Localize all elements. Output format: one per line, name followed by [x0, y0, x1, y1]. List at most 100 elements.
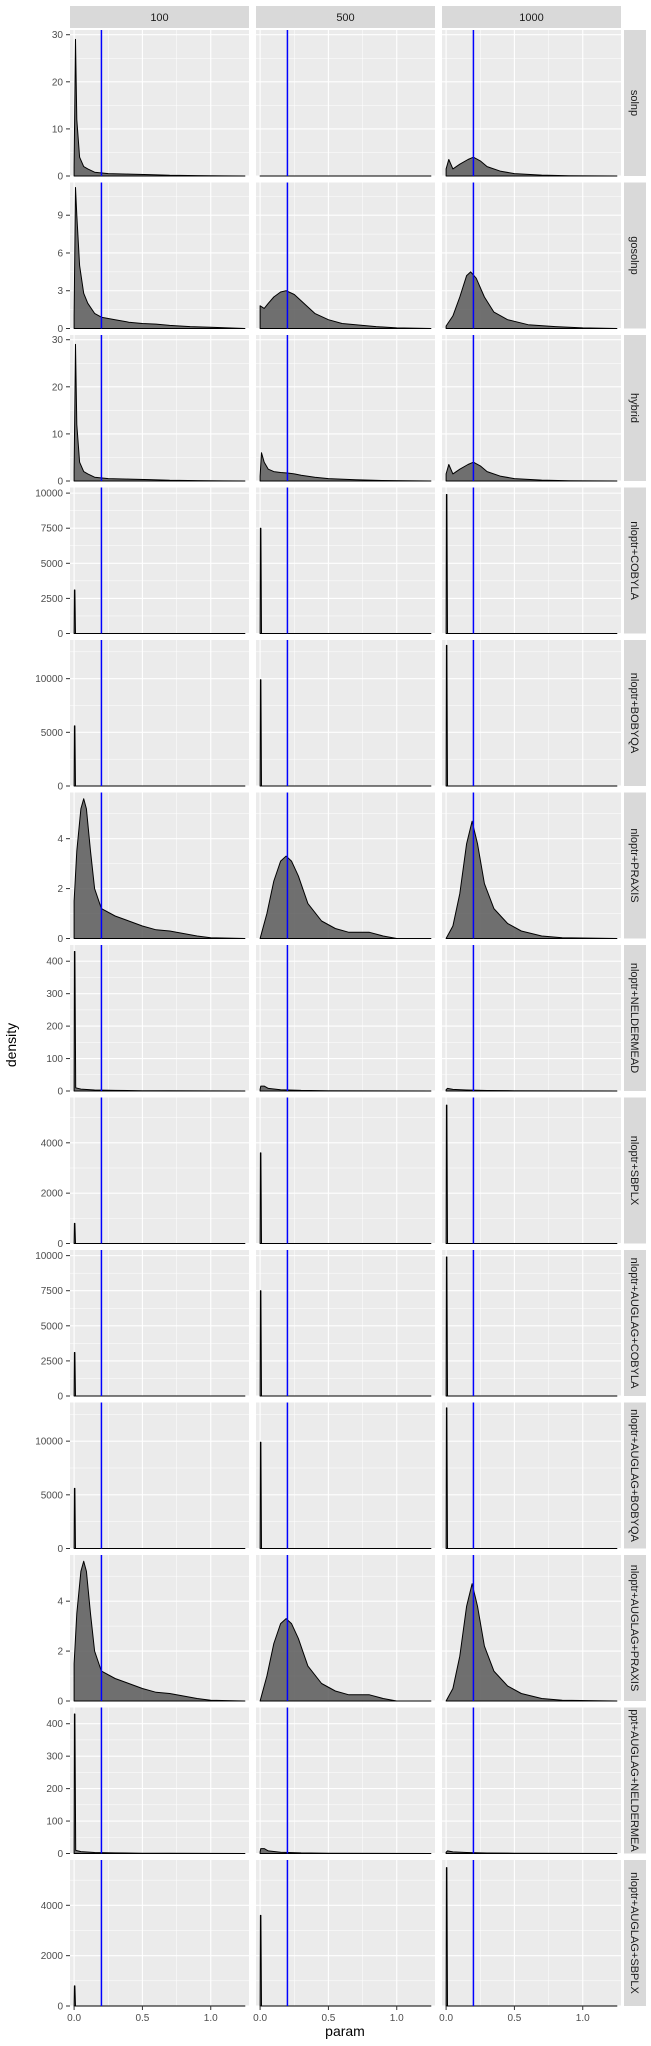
- facet-panel: [70, 1250, 249, 1397]
- column-strip-label: 100: [150, 12, 168, 24]
- density-area: [259, 1152, 432, 1244]
- y-tick-label: 5000: [41, 559, 64, 570]
- panel-background: [70, 182, 249, 329]
- y-tick-label: 5000: [41, 728, 64, 739]
- row-strip-label: nloptr+PRAXIS: [628, 828, 640, 902]
- panel-background: [70, 1707, 249, 1854]
- y-tick-label: 6: [57, 248, 63, 259]
- density-area: [445, 271, 618, 329]
- panel-background: [442, 487, 621, 634]
- density-area: [445, 820, 618, 939]
- facet-panel: [442, 1097, 621, 1245]
- panel-background: [70, 335, 249, 481]
- panel-background: [256, 487, 435, 634]
- panel-background: [70, 1402, 249, 1549]
- y-tick-label: 30: [52, 30, 64, 41]
- y-axis-title: density: [3, 1023, 19, 1067]
- x-tick-label: 0.5: [507, 2013, 521, 2024]
- facet-panel: [442, 30, 621, 177]
- row-strip-label: nloptr+COBYLA: [628, 521, 640, 600]
- panel-background: [256, 1707, 435, 1854]
- density-area: [73, 725, 246, 787]
- row-strip: solnp: [624, 30, 646, 176]
- y-tick-label: 5000: [41, 1321, 64, 1332]
- x-tick-label: 1.0: [204, 2013, 218, 2024]
- y-tick-label: 0: [57, 1849, 63, 1860]
- facet-panel: [442, 1250, 621, 1397]
- facet-panel: [442, 792, 621, 940]
- facet-panel: [442, 335, 621, 482]
- facet-panel: [256, 1555, 435, 1702]
- facet-panel: [256, 640, 435, 787]
- row-strip-bg: [624, 1097, 646, 1244]
- row-strip: nloptr+BOBYQA: [624, 640, 646, 786]
- y-tick-label: 0: [57, 2002, 63, 2013]
- density-area: [259, 452, 432, 482]
- density-area: [259, 527, 432, 634]
- density-area: [73, 798, 246, 939]
- row-strip-label: gosolnp: [628, 236, 640, 275]
- density-area: [73, 1560, 246, 1702]
- density-area: [259, 1618, 432, 1702]
- y-tick-label: 0: [57, 782, 63, 793]
- facet-panel: [256, 1402, 435, 1550]
- x-axis-title: param: [325, 2023, 365, 2039]
- x-tick-label: 1.0: [390, 2013, 404, 2024]
- y-tick-label: 0: [57, 934, 63, 945]
- panel-background: [256, 1402, 435, 1549]
- panel-background: [442, 30, 621, 176]
- y-tick-label: 10: [52, 429, 64, 440]
- row-strip: hybrid: [624, 335, 646, 481]
- y-tick-label: 30: [52, 335, 64, 346]
- panel-grid: 100 500 1000solnp0102030gosolnp0369hybrid0…: [35, 6, 646, 2024]
- facet-panel: [70, 1097, 249, 1245]
- y-tick-label: 2000: [41, 1951, 64, 1962]
- panel-background: [442, 1860, 621, 2006]
- panel-background: [256, 1860, 435, 2006]
- row-strip-bg: [624, 335, 646, 481]
- column-strip-bg: [256, 6, 435, 28]
- density-area: [73, 187, 246, 329]
- facet-panel: [442, 1555, 621, 1702]
- x-tick-label: 0.0: [439, 2013, 453, 2024]
- panel-background: [70, 30, 249, 176]
- y-tick-label: 200: [46, 1022, 63, 1033]
- y-tick-label: 10000: [35, 1251, 63, 1262]
- facet-panel: [256, 487, 435, 635]
- row-strip: nloptr+PRAXIS: [624, 792, 646, 939]
- x-tick-label: 0.0: [253, 2013, 267, 2024]
- column-strip-bg: [70, 6, 249, 28]
- panel-background: [70, 945, 249, 1091]
- facet-panel: [70, 30, 249, 177]
- density-area: [445, 461, 618, 482]
- facet-panel: [256, 1860, 435, 2007]
- row-strip-label: nloptr+AUGLAG+BOBYQA: [628, 1409, 640, 1542]
- row-strip-label: nloptr+SBPLX: [628, 1136, 640, 1206]
- row-strip-bg: [624, 640, 646, 786]
- panel-background: [442, 1250, 621, 1396]
- row-strip: gosolnp: [624, 182, 646, 329]
- y-tick-label: 400: [46, 1719, 63, 1730]
- row-strip-bg: [624, 487, 646, 634]
- panel-background: [442, 1707, 621, 1854]
- row-strip-label: nloptr+NELDERMEAD: [628, 963, 640, 1073]
- x-tick-label: 0.0: [67, 2013, 81, 2024]
- density-area: [259, 855, 432, 939]
- y-tick-label: 5000: [41, 1490, 64, 1501]
- density-area: [73, 1487, 246, 1549]
- row-strip-bg: [624, 945, 646, 1091]
- row-strip-label: nloptr+BOBYQA: [628, 673, 640, 754]
- panel-background: [256, 30, 435, 176]
- y-tick-label: 20: [52, 382, 64, 393]
- facet-panel: [70, 487, 249, 635]
- y-tick-label: 0: [57, 1697, 63, 1708]
- facet-panel: [256, 335, 435, 482]
- row-strip-bg: [624, 792, 646, 939]
- density-area: [259, 679, 432, 787]
- facet-panel: [70, 1402, 249, 1550]
- panel-background: [70, 1097, 249, 1244]
- y-tick-label: 0: [57, 629, 63, 640]
- x-tick-label: 0.5: [321, 2013, 335, 2024]
- y-tick-label: 10000: [35, 674, 63, 685]
- facet-panel: [70, 792, 249, 940]
